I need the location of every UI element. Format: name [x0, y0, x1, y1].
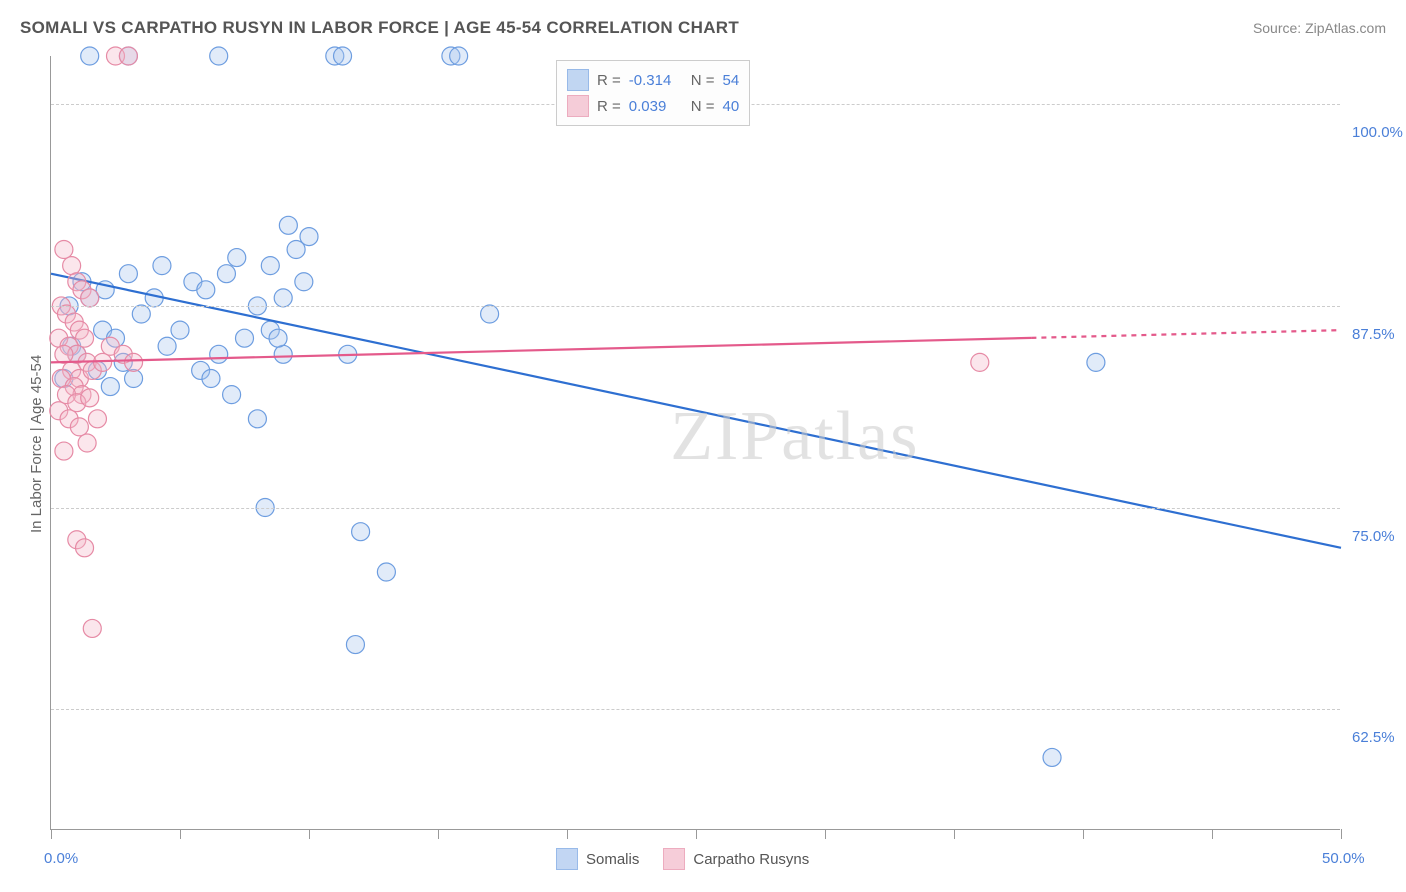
regression-line-dashed — [1031, 330, 1341, 338]
data-point — [81, 47, 99, 65]
data-point — [76, 539, 94, 557]
data-point — [55, 345, 73, 363]
data-point — [295, 273, 313, 291]
data-point — [334, 47, 352, 65]
r-value: -0.314 — [629, 72, 683, 89]
data-point — [346, 636, 364, 654]
data-point — [125, 353, 143, 371]
data-point — [971, 353, 989, 371]
x-tick — [696, 829, 697, 839]
gridline-h — [51, 306, 1340, 307]
legend-series-item: Somalis — [556, 848, 639, 870]
data-point — [202, 370, 220, 388]
x-tick — [309, 829, 310, 839]
data-point — [269, 329, 287, 347]
r-value: 0.039 — [629, 98, 683, 115]
data-point — [55, 442, 73, 460]
data-point — [261, 257, 279, 275]
x-tick — [180, 829, 181, 839]
data-point — [1043, 748, 1061, 766]
n-label: N = — [691, 98, 715, 115]
data-point — [481, 305, 499, 323]
data-point — [450, 47, 468, 65]
n-value: 54 — [723, 72, 740, 89]
gridline-h — [51, 709, 1340, 710]
data-point — [101, 378, 119, 396]
data-point — [274, 345, 292, 363]
data-point — [279, 216, 297, 234]
data-point — [94, 353, 112, 371]
data-point — [377, 563, 395, 581]
r-label: R = — [597, 72, 621, 89]
legend-correlation-row: R = 0.039 N = 40 — [567, 93, 739, 119]
gridline-h — [51, 508, 1340, 509]
x-min-label: 0.0% — [44, 850, 78, 867]
legend-series-label: Carpatho Rusyns — [693, 851, 809, 868]
chart-header: SOMALI VS CARPATHO RUSYN IN LABOR FORCE … — [20, 18, 1386, 38]
legend-series-label: Somalis — [586, 851, 639, 868]
n-value: 40 — [723, 98, 740, 115]
data-point — [132, 305, 150, 323]
data-point — [171, 321, 189, 339]
x-tick — [954, 829, 955, 839]
y-tick-label: 75.0% — [1352, 528, 1395, 545]
legend-swatch — [567, 95, 589, 117]
x-tick — [1212, 829, 1213, 839]
data-point — [228, 249, 246, 267]
data-point — [248, 410, 266, 428]
legend-swatch — [556, 848, 578, 870]
data-point — [210, 47, 228, 65]
y-tick-label: 62.5% — [1352, 729, 1395, 746]
x-tick — [51, 829, 52, 839]
data-point — [70, 418, 88, 436]
data-point — [1087, 353, 1105, 371]
x-tick — [1083, 829, 1084, 839]
chart-title: SOMALI VS CARPATHO RUSYN IN LABOR FORCE … — [20, 18, 739, 38]
data-point — [210, 345, 228, 363]
plot-area: ZIPatlas — [50, 56, 1340, 830]
data-point — [125, 370, 143, 388]
data-point — [81, 389, 99, 407]
x-max-label: 50.0% — [1322, 850, 1365, 867]
data-point — [83, 619, 101, 637]
y-tick-label: 100.0% — [1352, 124, 1403, 141]
data-point — [63, 257, 81, 275]
legend-swatch — [567, 69, 589, 91]
x-tick — [567, 829, 568, 839]
n-label: N = — [691, 72, 715, 89]
data-point — [236, 329, 254, 347]
y-tick-label: 87.5% — [1352, 326, 1395, 343]
data-point — [153, 257, 171, 275]
legend-correlation-row: R = -0.314 N = 54 — [567, 67, 739, 93]
data-point — [55, 241, 73, 259]
legend-series: Somalis Carpatho Rusyns — [556, 848, 809, 870]
x-tick — [1341, 829, 1342, 839]
data-point — [197, 281, 215, 299]
data-point — [78, 434, 96, 452]
r-label: R = — [597, 98, 621, 115]
x-tick — [438, 829, 439, 839]
data-point — [217, 265, 235, 283]
data-point — [158, 337, 176, 355]
data-point — [300, 228, 318, 246]
y-axis-label: In Labor Force | Age 45-54 — [28, 355, 45, 533]
x-tick — [825, 829, 826, 839]
data-point — [119, 265, 137, 283]
data-point — [119, 47, 137, 65]
chart-source: Source: ZipAtlas.com — [1253, 20, 1386, 36]
chart-svg — [51, 56, 1341, 830]
regression-line — [51, 338, 1031, 363]
data-point — [223, 386, 241, 404]
data-point — [81, 289, 99, 307]
legend-series-item: Carpatho Rusyns — [663, 848, 809, 870]
legend-correlation: R = -0.314 N = 54 R = 0.039 N = 40 — [556, 60, 750, 126]
legend-swatch — [663, 848, 685, 870]
data-point — [352, 523, 370, 541]
data-point — [88, 410, 106, 428]
data-point — [274, 289, 292, 307]
